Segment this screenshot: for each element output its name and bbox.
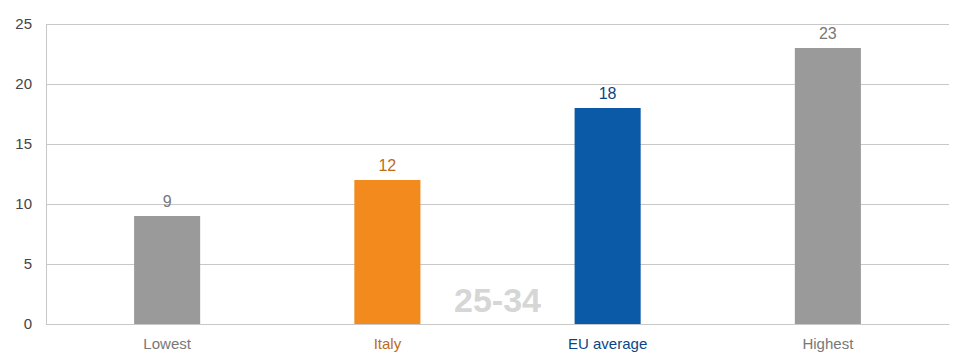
data-label: 9 (163, 193, 172, 210)
x-tick: Highest (802, 324, 854, 352)
x-tick-label: Italy (374, 335, 402, 352)
data-label: 12 (378, 157, 396, 174)
chart: 25-34 0 5 10 15 20 25 9 12 18 23 Lowest Italy EU aver… (0, 0, 957, 364)
y-tick-label: 10 (15, 195, 32, 212)
y-tick-label: 15 (15, 135, 32, 152)
y-axis-line (47, 25, 950, 325)
x-tick-label: Highest (802, 335, 854, 352)
x-axis: Lowest Italy EU average Highest (47, 324, 950, 352)
chart-container: 25-34 0 5 10 15 20 25 9 12 18 23 Lowest Italy EU aver… (0, 0, 957, 364)
y-tick-label: 5 (24, 255, 32, 272)
x-tick: EU average (568, 324, 647, 352)
bar (134, 216, 200, 324)
x-tick-label: Lowest (143, 335, 191, 352)
y-tick-label: 0 (24, 315, 32, 332)
y-tick: 25 (15, 15, 949, 32)
grid-line (46, 324, 949, 325)
data-label: 18 (599, 85, 617, 102)
watermark: 25-34 (454, 281, 541, 319)
y-tick-label: 25 (15, 15, 32, 32)
y-axis: 0 5 10 15 20 25 (15, 15, 949, 332)
x-tick: Italy (374, 324, 402, 352)
bar (795, 48, 861, 324)
x-tick-label: EU average (568, 335, 647, 352)
data-labels: 9 12 18 23 (163, 25, 837, 210)
bar (354, 180, 420, 324)
x-tick: Lowest (143, 324, 191, 352)
bars (134, 48, 861, 324)
x-axis-line (47, 324, 950, 325)
bar (575, 108, 641, 324)
y-tick-label: 20 (15, 75, 32, 92)
data-label: 23 (819, 25, 837, 42)
plot: 25-34 0 5 10 15 20 25 9 12 18 23 Lowest Italy EU aver… (15, 15, 949, 351)
grid-line (46, 24, 949, 25)
